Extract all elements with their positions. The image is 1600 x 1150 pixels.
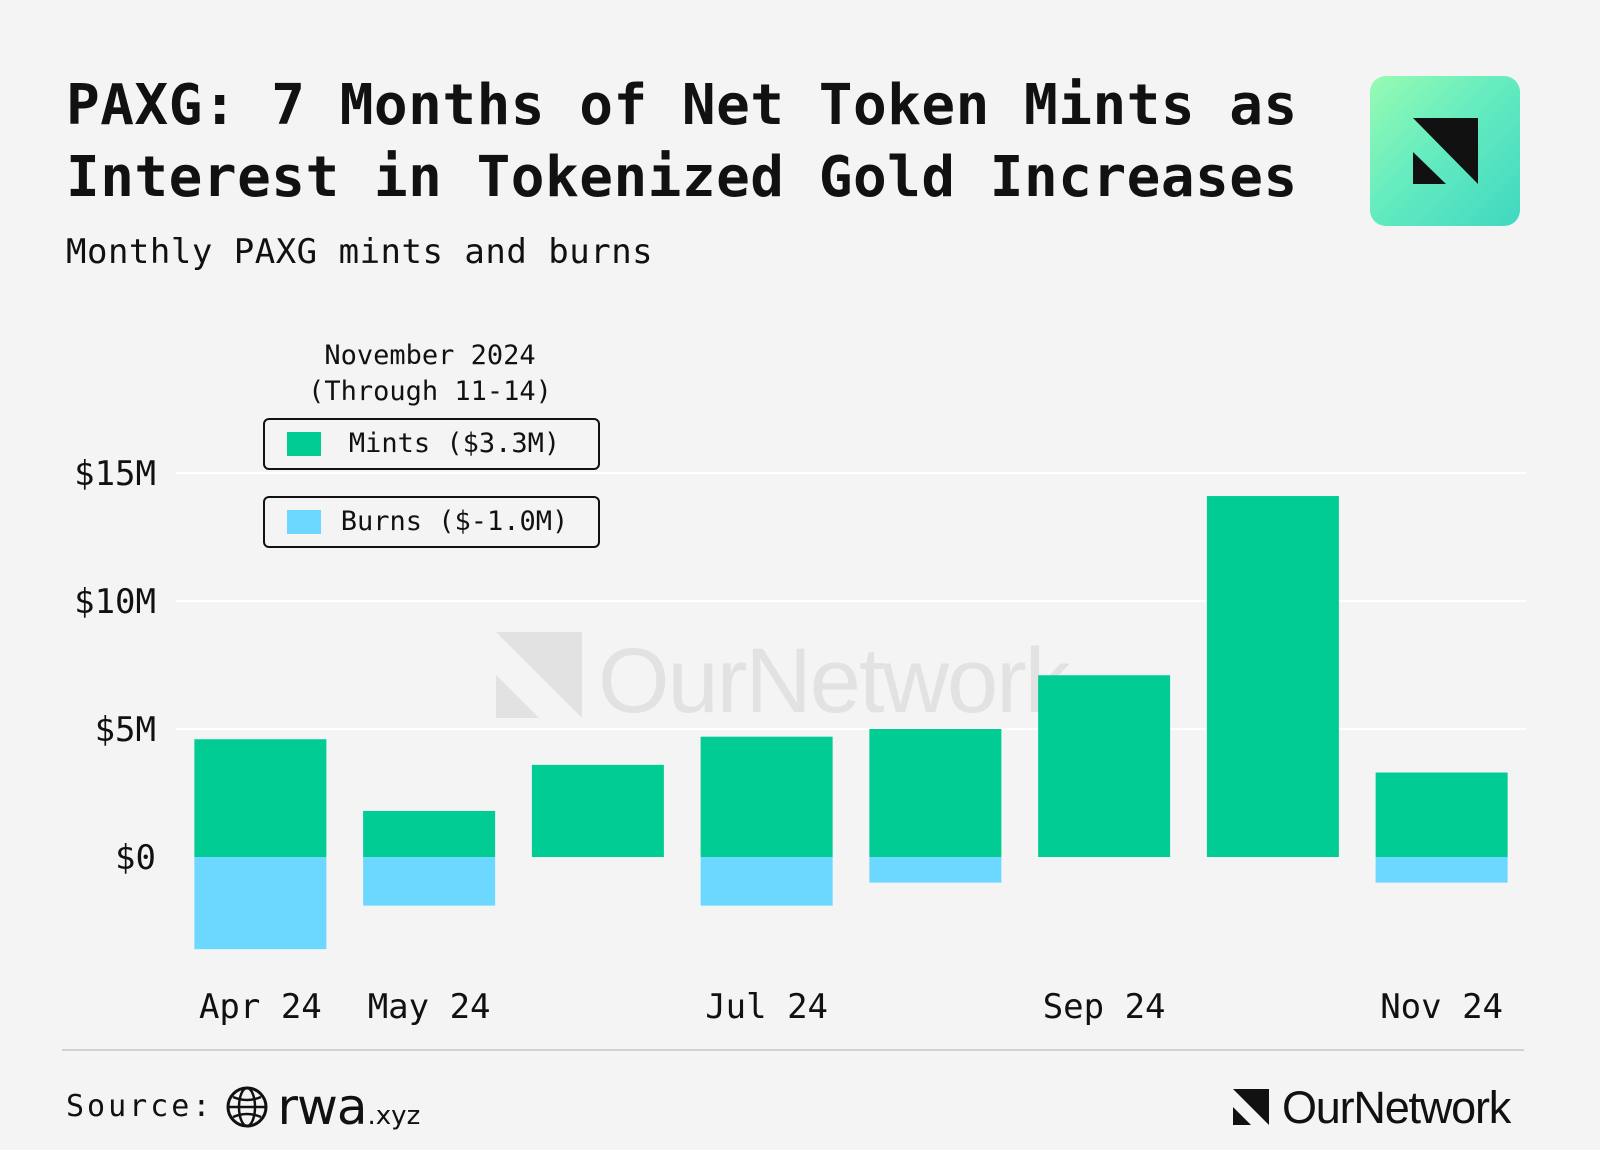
watermark-text: OurNetwork <box>598 630 1072 732</box>
y-tick-label: $15M <box>74 454 156 494</box>
legend-heading-line1: November 2024 <box>324 340 536 371</box>
ournetwork-footer-icon <box>1233 1089 1269 1125</box>
burns-bar <box>1375 857 1508 883</box>
legend-swatch-burns <box>287 510 321 534</box>
mints-bar <box>363 810 496 857</box>
burns-bar <box>869 857 1002 883</box>
footer-brand-wordmark: OurNetwork <box>1282 1081 1511 1133</box>
y-tick-label: $10M <box>74 582 156 622</box>
watermark: OurNetwork <box>496 630 1074 732</box>
legend-swatch-mints <box>287 432 321 456</box>
source-label: Source: <box>66 1089 214 1124</box>
ournetwork-logo-mark-icon <box>1413 118 1478 184</box>
burns-bar <box>700 857 833 906</box>
legend-item-mints: Mints ($3.3M) <box>263 418 600 470</box>
rwa-logo: rwa .xyz <box>277 1082 420 1132</box>
footer-brand: OurNetwork <box>1230 1081 1511 1133</box>
x-tick-label: Apr 24 <box>199 987 322 1027</box>
mints-bar <box>1206 496 1339 857</box>
legend-heading-line2: (Through 11-14) <box>308 376 552 407</box>
burns-bar <box>194 857 327 950</box>
mints-bar <box>194 739 327 857</box>
mints-bar <box>1375 772 1508 857</box>
ournetwork-logo-icon <box>1370 76 1520 226</box>
watermark-mark-large <box>496 632 582 718</box>
burns-bar <box>363 857 496 906</box>
source-block: Source: rwa .xyz <box>66 1082 420 1132</box>
y-tick-label: $5M <box>95 710 156 750</box>
page-subtitle: Monthly PAXG mints and burns <box>66 232 654 272</box>
mints-bar <box>531 764 664 857</box>
mints-bar <box>869 729 1002 857</box>
watermark-mark-small <box>496 675 539 718</box>
footer-divider <box>62 1049 1524 1051</box>
mints-bar <box>1038 675 1171 857</box>
legend-heading: November 2024 (Through 11-14) <box>260 338 600 410</box>
page-title: PAXG: 7 Months of Net Token Mints as Int… <box>66 73 1298 210</box>
x-tick-label: Jul 24 <box>705 987 828 1027</box>
x-tick-label: Nov 24 <box>1380 987 1503 1027</box>
x-tick-label: May 24 <box>368 987 491 1027</box>
x-tick-label: Sep 24 <box>1043 987 1166 1027</box>
legend-label-mints: Mints ($3.3M) <box>348 428 561 459</box>
globe-icon <box>226 1086 268 1128</box>
rwa-logo-suffix: .xyz <box>367 1101 421 1131</box>
legend-item-burns: Burns ($-1.0M) <box>263 496 600 548</box>
y-tick-label: $0 <box>115 838 156 878</box>
mints-bar <box>700 736 833 857</box>
rwa-logo-main: rwa <box>277 1078 367 1136</box>
legend-label-burns: Burns ($-1.0M) <box>340 506 569 537</box>
